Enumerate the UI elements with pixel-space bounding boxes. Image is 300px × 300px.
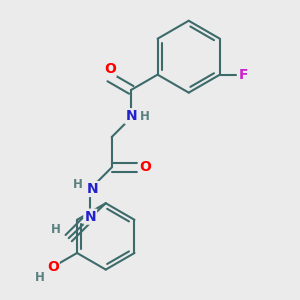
Text: H: H (51, 223, 61, 236)
Text: H: H (35, 272, 45, 284)
Text: N: N (84, 210, 96, 224)
Text: H: H (140, 110, 150, 123)
Text: N: N (125, 109, 137, 123)
Text: O: O (47, 260, 59, 274)
Text: N: N (87, 182, 99, 196)
Text: O: O (104, 62, 116, 76)
Text: H: H (73, 178, 83, 191)
Text: F: F (238, 68, 248, 82)
Text: O: O (139, 160, 151, 175)
